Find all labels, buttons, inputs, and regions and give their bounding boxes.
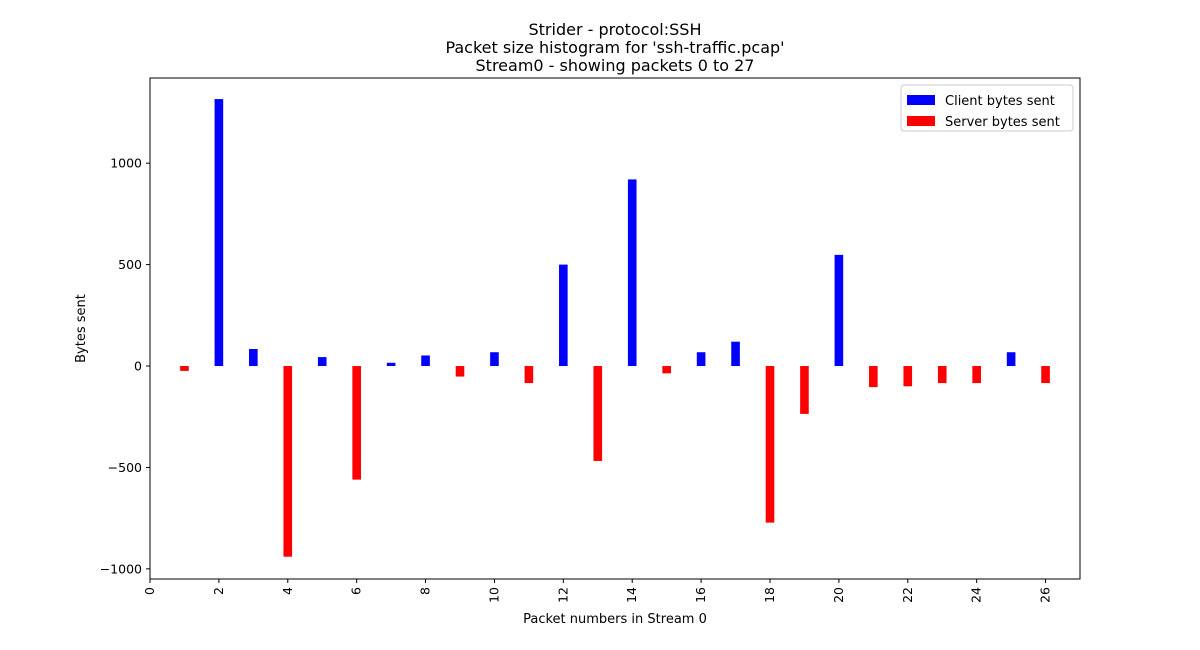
server-bar <box>800 366 809 414</box>
y-tick-label: 0 <box>134 359 142 374</box>
x-tick-label: 4 <box>280 587 295 595</box>
server-bar <box>765 366 775 523</box>
client-bar <box>1006 352 1016 367</box>
y-tick-label: 500 <box>118 257 142 272</box>
server-bar <box>455 366 465 377</box>
x-tick-label: 24 <box>969 587 984 603</box>
x-tick-label: 18 <box>762 587 777 603</box>
x-tick-label: 8 <box>418 587 433 595</box>
x-axis-label: Packet numbers in Stream 0 <box>523 612 707 627</box>
y-axis-label: Bytes sent <box>74 294 89 363</box>
server-bar <box>524 366 534 384</box>
x-tick-label: 16 <box>693 587 708 603</box>
server-bar <box>937 366 947 384</box>
x-tick-label: 0 <box>142 587 157 595</box>
legend-label: Client bytes sent <box>945 94 1055 109</box>
x-tick-label: 2 <box>211 587 226 595</box>
legend-label: Server bytes sent <box>945 115 1060 130</box>
server-bar <box>972 366 981 384</box>
client-bar <box>834 254 844 367</box>
client-bar <box>214 99 224 367</box>
server-bar <box>593 366 603 461</box>
chart-title-line: Packet size histogram for 'ssh-traffic.p… <box>445 38 784 57</box>
client-bar <box>731 341 740 367</box>
server-bar <box>180 366 189 371</box>
x-tick-label: 6 <box>349 587 364 595</box>
y-tick-label: −1000 <box>100 561 142 576</box>
x-tick-label: 20 <box>831 587 846 603</box>
chart-title-line: Stream0 - showing packets 0 to 27 <box>476 56 755 75</box>
server-bar <box>1041 366 1050 384</box>
x-axis: 0 2 4 6 8 10 12 14 16 18 20 22 24 26 <box>142 579 1053 603</box>
server-bar <box>283 366 293 557</box>
client-bar <box>627 179 637 367</box>
legend: Client bytes sent Server bytes sent <box>900 84 1074 132</box>
y-axis: −1000 −500 0 500 1000 <box>100 156 150 576</box>
x-tick-label: 26 <box>1038 587 1053 603</box>
client-bar <box>696 352 706 367</box>
client-bar <box>490 352 499 367</box>
server-bar <box>869 366 878 388</box>
server-bar <box>903 366 913 387</box>
bars <box>180 99 1050 557</box>
legend-swatch <box>907 95 935 105</box>
x-tick-label: 10 <box>486 587 501 603</box>
client-bar <box>249 348 258 367</box>
x-tick-label: 14 <box>624 587 639 603</box>
legend-swatch <box>907 116 935 126</box>
client-bar <box>559 264 568 367</box>
plot-area <box>149 77 1081 580</box>
chart-title-line: Strider - protocol:SSH <box>529 20 702 39</box>
client-bar <box>386 362 396 367</box>
x-tick-label: 22 <box>900 587 915 603</box>
client-bar <box>421 355 430 367</box>
y-tick-label: 1000 <box>110 156 142 171</box>
server-bar <box>352 366 361 480</box>
x-tick-label: 12 <box>555 587 570 603</box>
client-bar <box>317 357 327 367</box>
y-tick-label: −500 <box>108 460 142 475</box>
server-bar <box>662 366 671 374</box>
legend-box <box>900 84 1074 132</box>
